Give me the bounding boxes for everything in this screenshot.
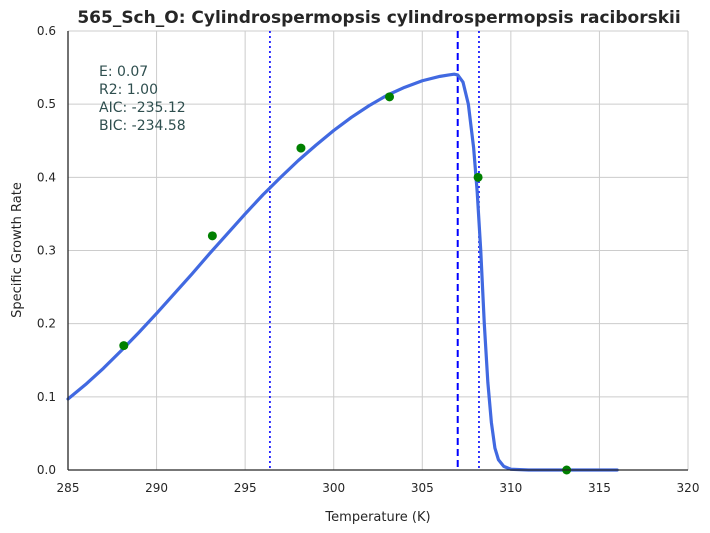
y-tick-label: 0.1 — [37, 390, 56, 404]
x-tick-label: 320 — [677, 481, 700, 495]
data-point — [385, 92, 395, 102]
y-tick-label: 0.4 — [37, 170, 56, 184]
data-point — [296, 143, 306, 153]
x-tick-label: 300 — [322, 481, 345, 495]
y-tick-label: 0.6 — [37, 24, 56, 38]
data-point — [207, 231, 217, 241]
fit-curve-layer — [66, 72, 619, 472]
fit-statistic-line: BIC: -234.58 — [99, 118, 186, 134]
y-tick-label: 0.2 — [37, 317, 56, 331]
data-point — [119, 341, 129, 351]
fit-statistic-line: R2: 1.00 — [99, 82, 158, 98]
axes — [67, 31, 688, 471]
x-tick-label: 295 — [234, 481, 257, 495]
fit-statistics: E: 0.07 R2: 1.00 AIC: -235.12 BIC: -234.58 — [99, 64, 186, 134]
fit-curve-line — [66, 72, 619, 472]
data-points-layer — [119, 92, 572, 475]
x-tick-label: 285 — [57, 481, 80, 495]
grid-lines — [67, 30, 689, 471]
y-tick-label: 0.3 — [37, 244, 56, 258]
tick-labels: 285 290 295 300 305 310 315 320 0.0 0.1 0.2 0.3 0.4 0… — [37, 24, 700, 495]
y-tick-label: 0.0 — [37, 463, 56, 477]
chart-title: 565_Sch_O: Cylindrospermopsis cylindrosp… — [77, 8, 680, 28]
x-axis-label: Temperature (K) — [324, 510, 430, 525]
data-point — [473, 172, 483, 182]
x-tick-label: 315 — [588, 481, 611, 495]
x-tick-label: 310 — [499, 481, 522, 495]
y-tick-label: 0.5 — [37, 97, 56, 111]
reference-lines — [269, 31, 480, 470]
fit-statistic-line: E: 0.07 — [99, 64, 148, 80]
x-tick-label: 305 — [411, 481, 434, 495]
y-axis-label: Specific Growth Rate — [10, 182, 25, 318]
fit-statistic-line: AIC: -235.12 — [99, 100, 186, 116]
x-tick-label: 290 — [145, 481, 168, 495]
